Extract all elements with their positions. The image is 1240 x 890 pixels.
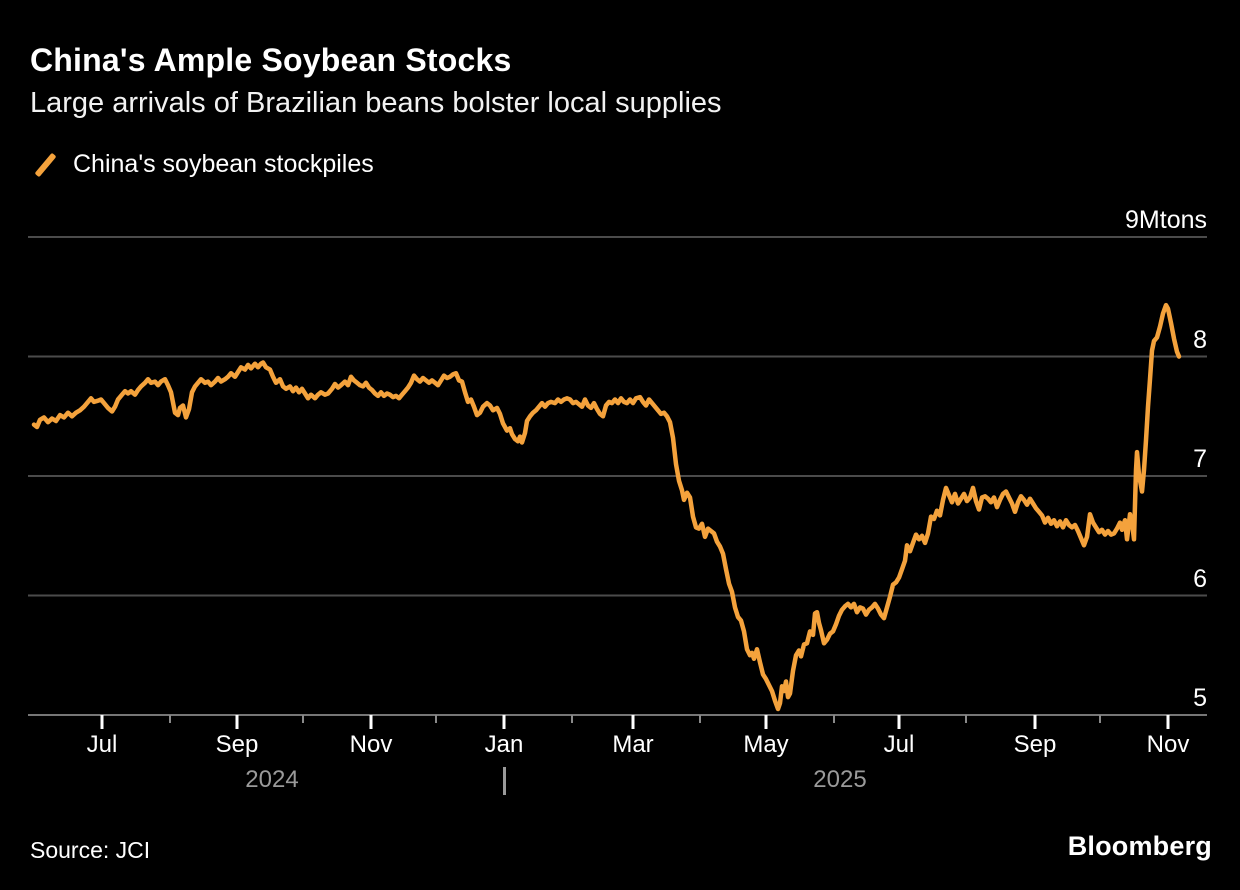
x-tick-label: Jul: [883, 731, 915, 758]
y-tick-label: 6: [1193, 564, 1207, 593]
year-label: 2025: [813, 766, 867, 793]
x-tick-label: May: [743, 731, 789, 758]
x-tick-label: Nov: [349, 731, 393, 758]
legend-label: China's soybean stockpiles: [73, 150, 374, 178]
x-tick-label: Sep: [215, 731, 259, 758]
legend: China's soybean stockpiles: [30, 150, 374, 179]
x-tick-label: Nov: [1146, 731, 1190, 758]
year-separator: [503, 767, 506, 795]
x-tick-label: Mar: [612, 731, 654, 758]
y-tick-label: 8: [1193, 325, 1207, 354]
source-label: Source: JCI: [30, 837, 151, 863]
chart-subtitle: Large arrivals of Brazilian beans bolste…: [30, 87, 722, 119]
y-tick-label: 9Mtons: [1125, 206, 1207, 234]
year-label: 2024: [245, 766, 299, 793]
x-tick-label: Jul: [86, 731, 118, 758]
y-tick-label: 7: [1193, 445, 1207, 473]
x-tick-label: Jan: [484, 731, 524, 758]
series-line: [31, 302, 1182, 712]
y-tick-label: 5: [1193, 684, 1207, 712]
chart-title: China's Ample Soybean Stocks: [30, 42, 512, 78]
bloomberg-logo: Bloomberg: [1067, 831, 1212, 861]
x-tick-label: Sep: [1013, 731, 1057, 758]
